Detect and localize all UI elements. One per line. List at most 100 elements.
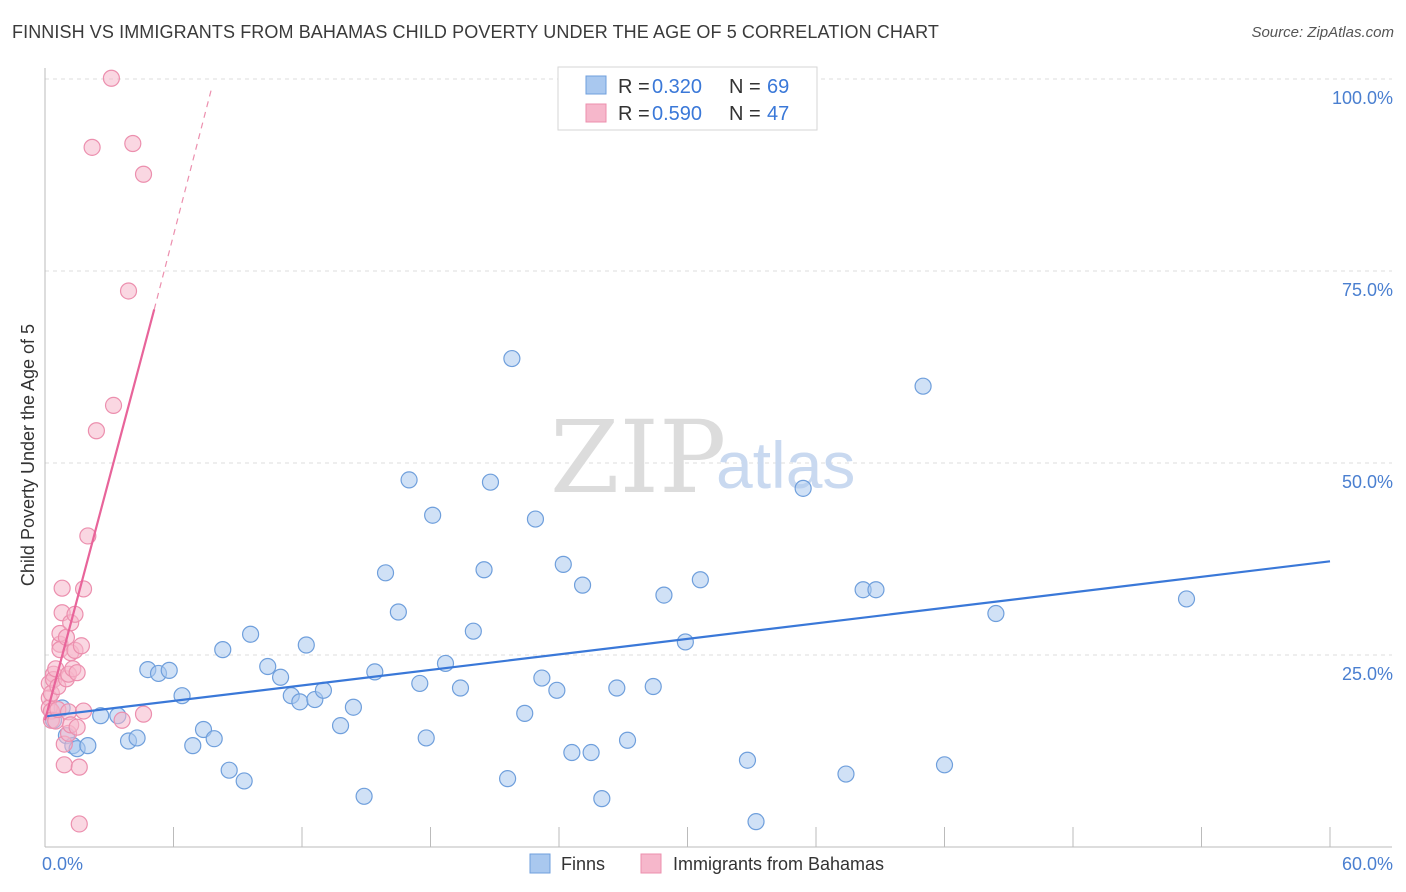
- bahamas-point: [104, 396, 123, 414]
- finns-point: [481, 473, 500, 491]
- finns-point: [794, 479, 812, 497]
- bottom-legend-swatch-bahamas: [640, 853, 662, 874]
- legend-swatch-finns: [585, 75, 607, 95]
- finns-point: [417, 729, 435, 747]
- finns-point: [271, 668, 290, 686]
- finns-point: [573, 576, 592, 594]
- legend-n-value-finns: 69: [767, 76, 789, 98]
- watermark: ZIP atlas: [550, 399, 855, 516]
- bahamas-point: [53, 579, 71, 597]
- bahamas-trend-line: [43, 309, 156, 721]
- legend: R = 0.320 N = 69 R = 0.590 N = 47: [557, 66, 818, 131]
- bahamas-point: [83, 138, 101, 156]
- grid-lines: [45, 78, 1392, 656]
- legend-n-value-bahamas: 47: [767, 103, 789, 125]
- finns-point: [738, 751, 757, 769]
- y-axis-title: Child Poverty Under the Age of 5: [18, 324, 38, 586]
- finns-point: [92, 707, 110, 725]
- bahamas-point: [87, 422, 106, 440]
- legend-r-value-bahamas: 0.590: [652, 103, 702, 125]
- watermark-atlas: atlas: [716, 428, 855, 502]
- finns-point: [499, 770, 517, 788]
- finns-point: [676, 633, 694, 651]
- finns-point: [837, 765, 855, 783]
- finns-point: [618, 731, 637, 749]
- finns-point: [160, 661, 178, 679]
- finns-point: [1177, 590, 1196, 608]
- bottom-legend: Finns Immigrants from Bahamas: [529, 853, 884, 874]
- legend-swatch-bahamas: [585, 103, 607, 123]
- finns-point: [563, 743, 581, 762]
- chart-title: FINNISH VS IMMIGRANTS FROM BAHAMAS CHILD…: [12, 22, 939, 42]
- x-tick-label: 60.0%: [1342, 854, 1393, 874]
- finns-point: [475, 561, 493, 579]
- finns-point: [205, 730, 223, 748]
- y-tick-labels: 25.0% 50.0% 75.0% 100.0%: [1332, 88, 1393, 684]
- finns-point: [376, 564, 395, 582]
- finns-point: [451, 679, 470, 697]
- finns-point: [389, 603, 407, 621]
- finns-point: [935, 756, 954, 774]
- finns-point: [582, 743, 600, 762]
- bottom-legend-label-finns: Finns: [561, 854, 605, 874]
- legend-r-value-finns: 0.320: [652, 76, 702, 98]
- legend-n-label-bahamas: N =: [729, 103, 761, 125]
- chart-source: Source: ZipAtlas.com: [1251, 24, 1394, 41]
- finns-point: [548, 681, 566, 699]
- axes: [44, 68, 1392, 848]
- finns-point: [355, 787, 373, 805]
- finns-point: [314, 681, 333, 699]
- legend-r-label-finns: R =: [618, 76, 650, 98]
- finns-point: [655, 586, 673, 604]
- finns-point: [464, 622, 482, 640]
- legend-n-label-finns: N =: [729, 76, 761, 98]
- finns-point: [691, 571, 709, 589]
- legend-r-label-bahamas: R =: [618, 103, 650, 125]
- finns-point: [214, 641, 232, 659]
- finns-point: [593, 790, 611, 808]
- trend-lines: [43, 86, 1331, 721]
- finns-point: [344, 698, 362, 716]
- bahamas-point: [119, 282, 138, 300]
- finns-point: [411, 674, 429, 693]
- bahamas-point: [102, 69, 120, 87]
- y-tick-label: 25.0%: [1342, 664, 1393, 684]
- bahamas-point: [68, 718, 86, 736]
- finns-point: [259, 657, 277, 676]
- finns-point: [747, 813, 765, 831]
- finns-point: [516, 704, 534, 722]
- y-tick-label: 50.0%: [1342, 472, 1393, 492]
- finns-point: [914, 377, 932, 395]
- bahamas-point: [72, 637, 91, 655]
- bahamas-point: [113, 711, 131, 729]
- bahamas-point: [68, 664, 86, 682]
- finns-point: [533, 669, 551, 687]
- finns-point: [128, 729, 146, 747]
- finns-point: [400, 471, 418, 489]
- finns-point: [242, 625, 260, 643]
- x-tick-labels: 0.0% 60.0%: [42, 854, 1393, 874]
- finns-trend-line: [44, 560, 1331, 718]
- finns-point: [291, 693, 309, 711]
- bahamas-point: [70, 758, 88, 776]
- finns-point: [184, 737, 202, 755]
- bottom-legend-label-bahamas: Immigrants from Bahamas: [673, 854, 884, 874]
- y-tick-label: 75.0%: [1342, 280, 1393, 300]
- finns-point: [79, 737, 97, 755]
- bahamas-point: [134, 165, 153, 183]
- finns-point: [554, 555, 572, 573]
- bahamas-point: [70, 815, 88, 833]
- x-tick-label: 0.0%: [42, 854, 83, 874]
- finns-point: [297, 636, 315, 654]
- finns-point: [644, 677, 662, 696]
- finns-point: [867, 581, 885, 599]
- finns-point: [220, 761, 238, 779]
- bahamas-point: [134, 705, 153, 723]
- bottom-legend-swatch-finns: [529, 853, 551, 874]
- y-tick-label: 100.0%: [1332, 88, 1393, 108]
- finns-point: [424, 506, 442, 524]
- finns-point: [235, 772, 253, 790]
- finns-point: [526, 510, 545, 528]
- finns-point: [331, 717, 350, 735]
